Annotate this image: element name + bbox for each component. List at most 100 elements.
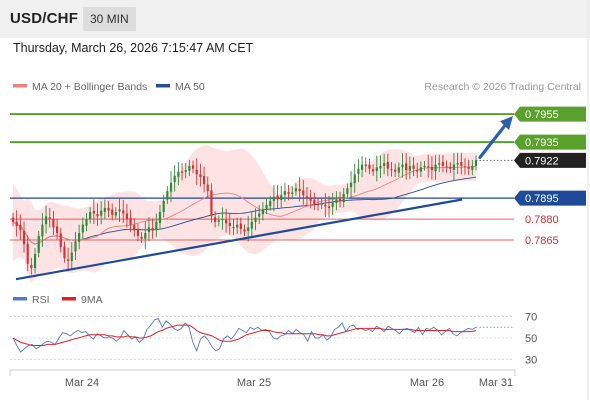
candle-body [103,207,106,212]
candle-body [180,171,184,173]
candle-body [379,165,382,169]
x-label-mar-26: Mar 26 [410,377,444,389]
candle-body [173,175,176,183]
candle-body [316,204,320,206]
candle-body [199,174,202,178]
candle-body [353,174,356,184]
candle-body [89,212,92,220]
candle-body [254,217,257,222]
trendline-layer [15,116,513,281]
candle-body [427,166,430,168]
candle-body [41,224,44,237]
candle-body [456,163,459,165]
rsi-line [12,318,477,353]
forecast-arrow-head [500,116,513,131]
candle-body [309,198,312,201]
candle-body [236,224,239,228]
candle-body [158,212,162,223]
candle-body [394,169,397,172]
candle-body [85,219,88,226]
candle-body [441,162,445,166]
candle-body [37,235,40,253]
level-tag-0.7895 [514,190,586,206]
candle-body [188,165,191,171]
candle-body [283,191,287,195]
rsi-tick-70: 70 [525,312,537,324]
candle-body [269,200,272,207]
ma50-legend-swatch [156,84,170,88]
candle-body [55,226,59,234]
candle-body [147,227,151,232]
rsi-panel: 70 50 30 [10,312,537,366]
timestamp: Thursday, March 26, 2026 7:15:47 AM CET [13,41,254,55]
candle-body [445,166,448,168]
level-tag-0.7922 [514,152,586,168]
candle-body [349,182,353,188]
x-label-mar-31: Mar 31 [479,377,513,389]
candle-body [67,259,70,262]
x-label-mar-25: Mar 25 [237,377,271,389]
candle-body [287,192,290,194]
timeframe-badge[interactable]: 30 MIN [83,7,136,31]
candle-body [70,252,73,262]
candles-layer [11,152,478,275]
candle-body [52,219,55,228]
candle-body [357,168,360,174]
candle-body [250,221,253,229]
candle-body [232,227,235,229]
ma9-legend-label: 9MA [81,294,103,306]
level-label-0.7895: 0.7895 [525,193,559,205]
level-tag-0.7955 [514,106,586,122]
candle-body [386,162,389,169]
candle-body [294,188,298,192]
ma20-line [12,166,477,245]
ma9-legend-swatch [62,297,76,301]
candle-body [214,217,217,222]
candle-body [368,164,371,169]
candle-body [467,166,470,169]
candle-body [191,165,195,169]
candle-body [302,190,305,196]
candle-body [401,164,404,168]
candle-body [59,233,62,248]
candle-body [452,164,456,170]
candle-body [360,164,364,170]
level-label-0.7865: 0.7865 [525,235,559,247]
candle-body [423,165,426,167]
forecast-arrow-shaft [478,122,508,159]
candle-body [338,198,342,201]
candle-body [261,209,264,215]
candle-body [92,210,95,214]
ma50-legend-label: MA 50 [175,81,205,93]
candle-body [125,213,129,220]
candle-body [280,195,283,201]
candle-body [405,163,408,171]
candle-body [151,228,154,231]
candle-body [206,184,209,192]
candle-body [144,233,147,239]
candle-body [449,166,452,169]
rsi-tick-30: 30 [525,354,537,366]
candle-body [324,204,327,207]
header-bar: USD/CHF 30 MIN [0,0,590,38]
candle-body [140,236,143,239]
candle-body [372,169,375,172]
candle-body [305,196,309,199]
candle-body [331,202,334,207]
candle-body [228,222,231,227]
candle-body [155,221,158,230]
candle-body [434,164,437,172]
x-axis-labels: Mar 24 Mar 25 Mar 26 Mar 31 [65,377,513,389]
candle-body [313,199,316,204]
candle-body [184,170,187,172]
rsi-legend-label: RSI [32,294,50,306]
candle-body [30,264,33,269]
candle-body [11,217,15,222]
candle-body [19,224,22,231]
candle-body [375,167,378,171]
candle-body [346,188,349,194]
level-label-0.7955: 0.7955 [525,109,559,121]
candle-body [438,163,441,165]
candle-body [74,241,77,252]
bollinger-band-fill [13,145,476,283]
